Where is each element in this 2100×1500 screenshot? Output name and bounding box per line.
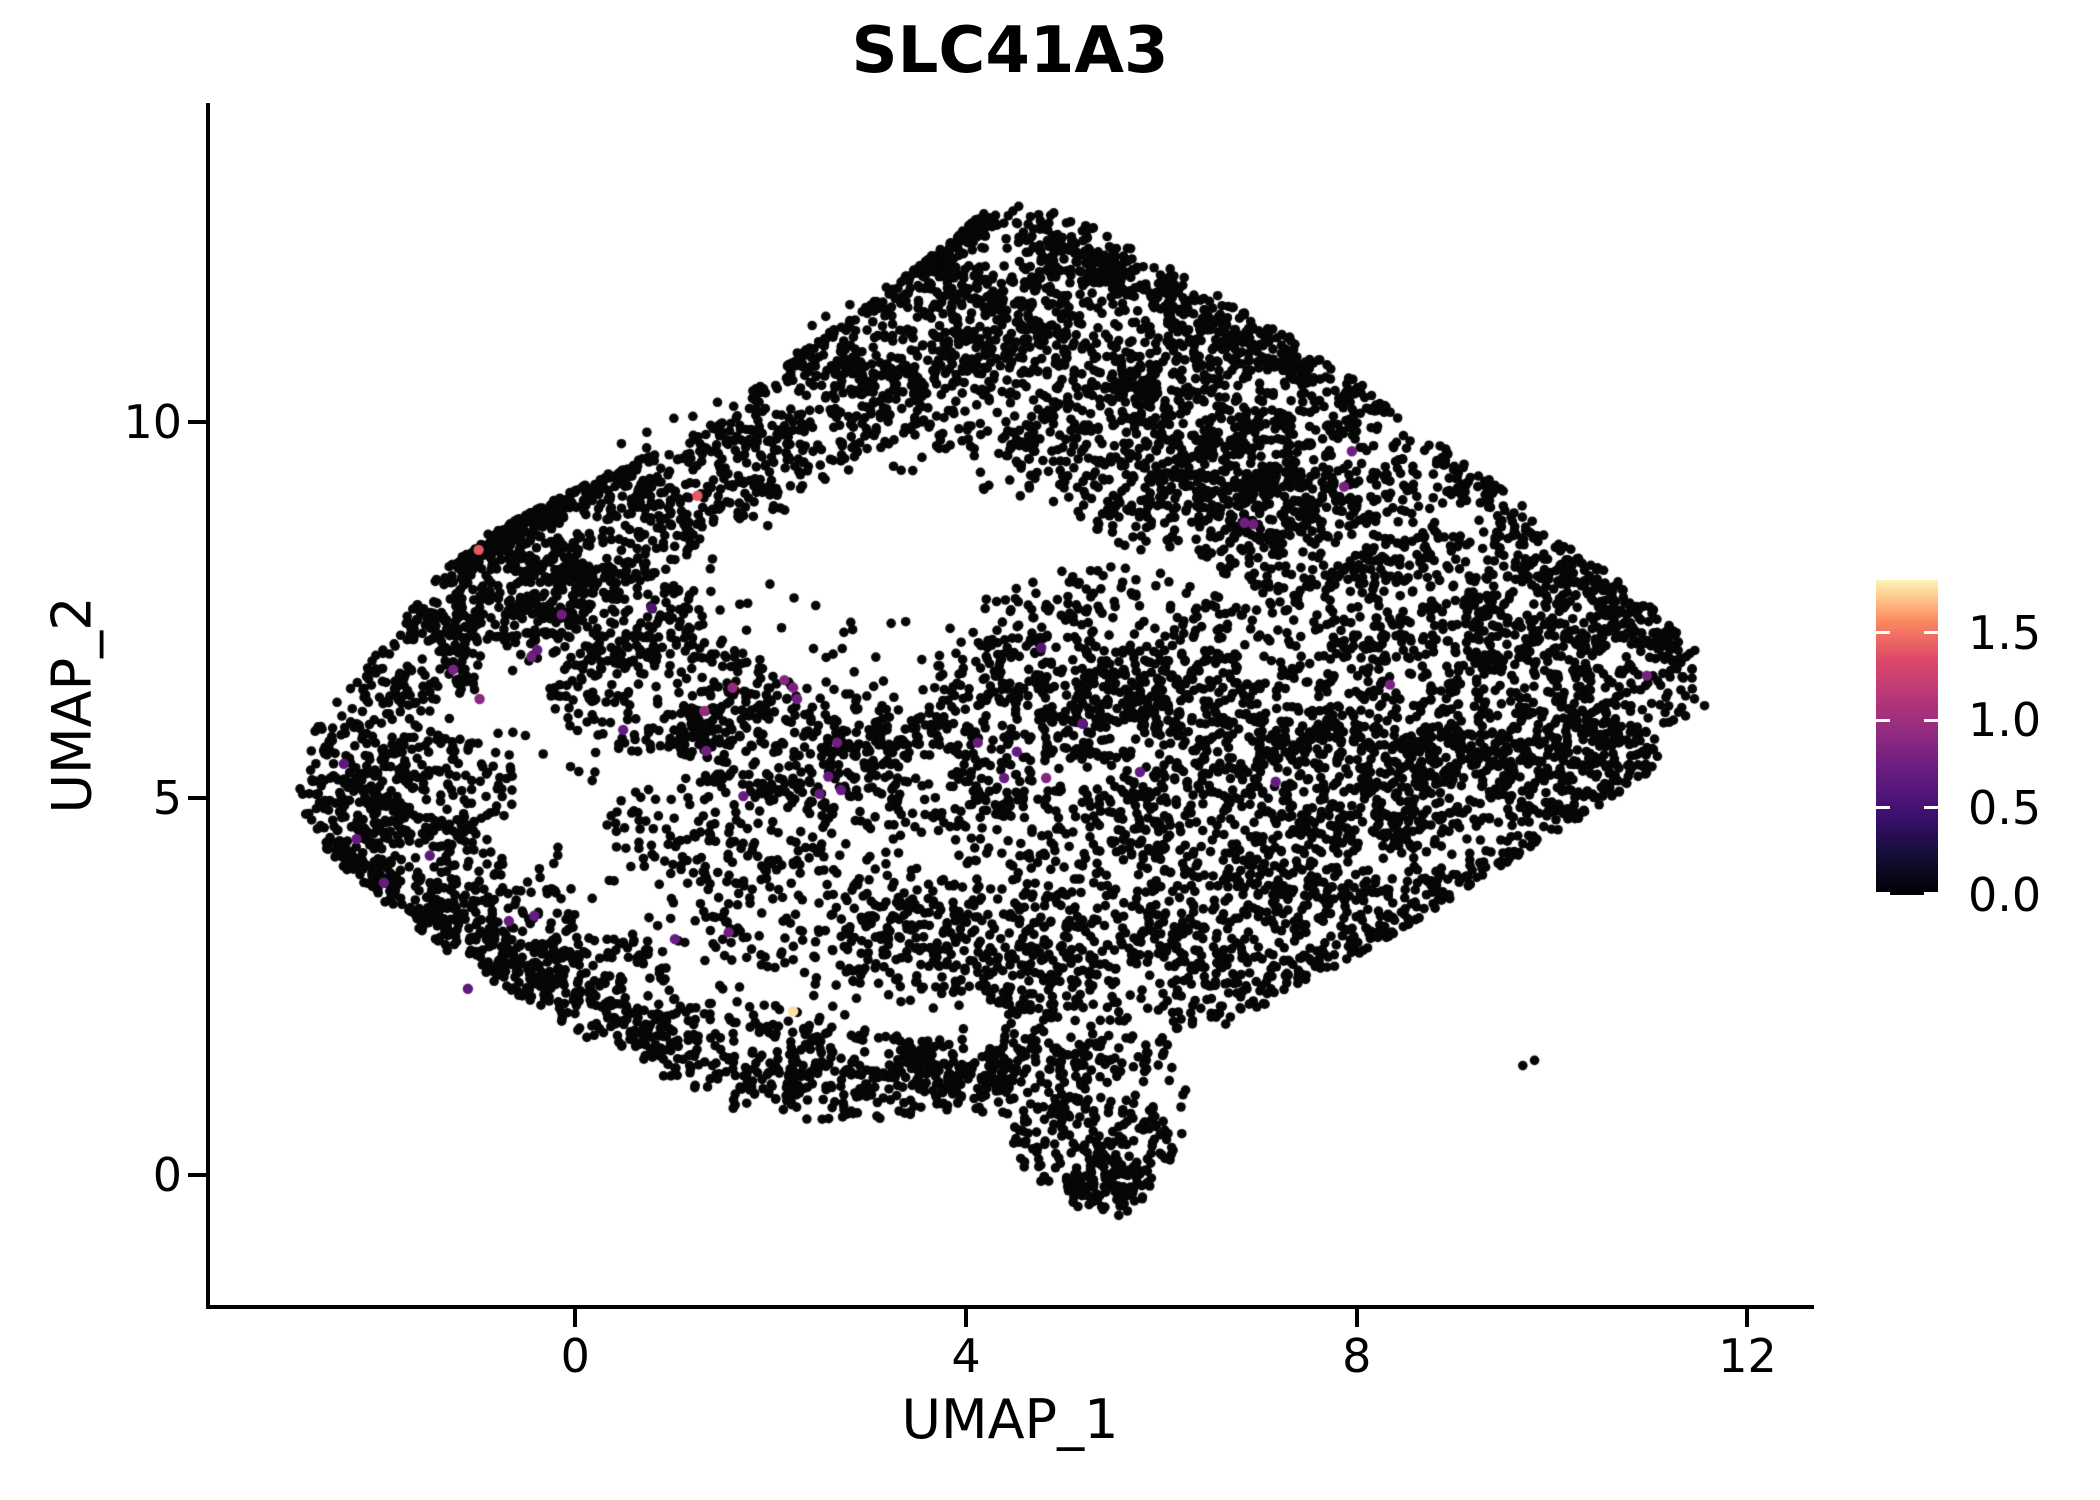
x-tick-label-8: 8: [1342, 1329, 1372, 1383]
colorbar-tick-0.5-right: [1924, 806, 1938, 809]
colorbar-label-0.0: 0.0: [1968, 868, 2042, 922]
x-tick-label-4: 4: [951, 1329, 981, 1383]
x-tick-mark-0: [573, 1309, 578, 1327]
y-tick-mark-0: [188, 1172, 206, 1177]
x-tick-mark-12: [1745, 1309, 1750, 1327]
y-tick-label-0: 0: [152, 1147, 182, 1202]
expression-colorbar: [1876, 580, 1938, 895]
x-tick-label-0: 0: [560, 1329, 590, 1383]
colorbar-tick-1.5-right: [1924, 631, 1938, 634]
colorbar-label-0.5: 0.5: [1968, 780, 2042, 835]
colorbar-tick-0.0-right: [1924, 892, 1938, 895]
colorbar-label-1.0: 1.0: [1968, 693, 2042, 747]
y-tick-label-5: 5: [152, 771, 182, 826]
x-tick-mark-4: [964, 1309, 969, 1327]
x-axis-label: UMAP_1: [901, 1388, 1119, 1451]
colorbar-tick-1.5-left: [1876, 631, 1890, 634]
colorbar-tick-1.0-right: [1924, 718, 1938, 722]
y-tick-mark-5: [188, 796, 206, 801]
colorbar-label-1.5: 1.5: [1968, 605, 2042, 660]
y-tick-label-10: 10: [123, 394, 182, 449]
colorbar-tick-0.5-left: [1876, 806, 1890, 809]
y-tick-mark-10: [188, 419, 206, 424]
colorbar-tick-0.0-left: [1876, 892, 1890, 895]
colorbar-tick-1.0-left: [1876, 718, 1890, 722]
x-tick-mark-8: [1354, 1309, 1359, 1327]
y-axis-label: UMAP_2: [40, 596, 104, 814]
x-tick-label-12: 12: [1718, 1329, 1777, 1383]
